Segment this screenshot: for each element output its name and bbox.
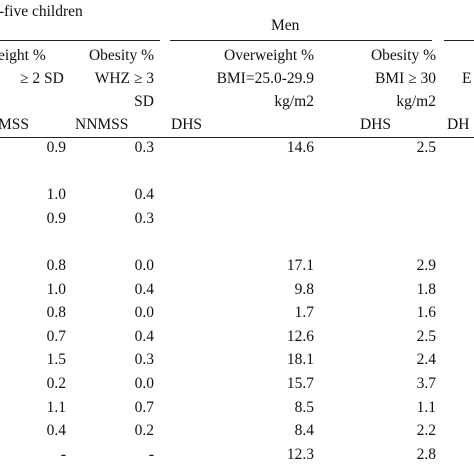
- table-cell-col4: 1.1: [416, 398, 436, 416]
- table-cell-col4: 2.5: [416, 327, 436, 345]
- source-col3: DHS: [171, 116, 203, 133]
- source-col5: DH: [447, 116, 470, 133]
- table-cell-col3: 12.3: [286, 445, 314, 463]
- table-cell-col1: 0.8: [46, 304, 66, 322]
- table-cell-col2: 0.0: [134, 257, 154, 274]
- table-cell-col1: 0.2: [46, 375, 66, 392]
- rule-under-children-group: [0, 40, 160, 41]
- table-cell-col2: 0.3: [134, 139, 154, 156]
- rule-under-men-group: [170, 40, 432, 41]
- table-cell-col3: 1.7: [294, 304, 314, 322]
- table-cell-col2: 0.4: [134, 327, 154, 345]
- rule-under-next-group: [444, 40, 474, 41]
- col1-header-line2: ≥ 2 SD: [20, 70, 64, 87]
- col3-header-line2: BMI=25.0-29.9: [216, 70, 314, 87]
- col2-header-line1: Obesity %: [88, 47, 154, 64]
- col4-header-line3: kg/m2: [396, 93, 436, 110]
- table-cell-col4: 2.5: [416, 139, 436, 156]
- table-cell-col3: 12.6: [286, 327, 314, 345]
- col4-header-line1: Obesity %: [370, 47, 436, 64]
- col1-header-line1: eight %: [0, 47, 46, 64]
- table-cell-col2: 0.4: [134, 186, 154, 204]
- table-cell-col2: 0.7: [134, 398, 154, 416]
- table-cell-col4: 2.9: [416, 257, 436, 274]
- col3-header-line3: kg/m2: [274, 93, 314, 110]
- table-cell-col2: 0.2: [134, 422, 154, 440]
- source-col2: NNMSS: [75, 116, 129, 133]
- table-cell-col4: 1.8: [416, 280, 436, 298]
- table-cell-col4: 2.8: [416, 445, 436, 463]
- table-cell-col1: 0.7: [46, 327, 66, 345]
- table-cell-col2: 0.0: [134, 304, 154, 322]
- col2-header-line3: SD: [134, 93, 154, 110]
- group-label-men: Men: [271, 17, 300, 34]
- table-cell-col4: 2.4: [416, 351, 436, 369]
- col3-header-line1: Overweight %: [224, 47, 314, 64]
- table-cell-col1: 0.4: [46, 422, 66, 440]
- table-cell-col2: 0.4: [134, 280, 154, 298]
- table-cell-col3: 8.4: [294, 422, 314, 440]
- source-col1: MSS: [0, 116, 30, 133]
- table-cell-col3: 14.6: [286, 139, 314, 156]
- table-cell-col2: 0.3: [134, 351, 154, 369]
- col5-header-partial: E: [462, 70, 472, 87]
- table-cell-col4: 2.2: [416, 422, 436, 440]
- table-cell-col1: 1.5: [46, 351, 66, 369]
- table-cell-col3: 15.7: [286, 375, 314, 392]
- col4-header-line2: BMI ≥ 30: [374, 70, 436, 87]
- table-cell-col1: 1.0: [46, 280, 66, 298]
- table-cell-col3: 17.1: [286, 257, 314, 274]
- table-cell-col4: 1.6: [416, 304, 436, 322]
- table-cell-col3: 8.5: [294, 398, 314, 416]
- table-cell-col1: -: [60, 445, 66, 463]
- col2-header-line2: WHZ ≥ 3: [94, 70, 154, 87]
- table-cell-col1: 0.9: [46, 139, 66, 156]
- table-cell-col2: -: [148, 445, 154, 463]
- source-col4: DHS: [360, 116, 392, 133]
- table-cell-col1: 0.8: [46, 257, 66, 274]
- rule-below-header: [0, 137, 474, 138]
- table-cell-col2: 0.0: [134, 375, 154, 392]
- table-cell-col2: 0.3: [134, 209, 154, 227]
- group-label-under-five-children: r-five children: [0, 3, 83, 20]
- table-cell-col3: 18.1: [286, 351, 314, 369]
- table-cell-col3: 9.8: [294, 280, 314, 298]
- table-cell-col1: 0.9: [46, 209, 66, 227]
- table-cell-col1: 1.1: [46, 398, 66, 416]
- table-cell-col4: 3.7: [416, 375, 436, 392]
- table-cell-col1: 1.0: [46, 186, 66, 204]
